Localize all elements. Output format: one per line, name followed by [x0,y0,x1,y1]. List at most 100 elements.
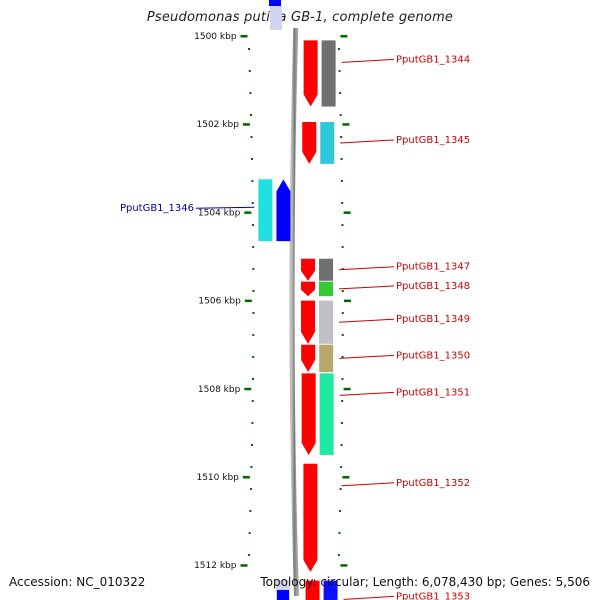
guide-dot [252,356,255,358]
accession-text: Accession: NC_010322 [9,575,146,589]
gene-pputgb1_1346[interactable] [258,179,291,242]
kbp-tick-label: 1502 kbp [197,120,240,130]
gene-leader-line [339,266,395,271]
gene-label[interactable]: PputGB1_1352 [396,478,470,489]
guide-dot [339,488,342,490]
gene-pputgb1_1345[interactable] [302,121,335,164]
kbp-tick-label: 1504 kbp [198,208,241,218]
guide-dot [251,400,254,402]
guide-dot [250,136,253,138]
cog-category-block[interactable] [323,580,338,600]
guide-dot [249,92,252,94]
guide-dot [252,312,255,314]
gene-leader-line [338,318,395,323]
gene-arrow[interactable] [302,121,317,164]
kbp-tick-right [340,564,348,567]
guide-dot [248,70,251,72]
guide-dot [339,510,342,512]
gene-arrow[interactable] [303,463,318,572]
guide-dot [248,48,251,50]
guide-dot [251,158,254,160]
offscreen-gene-bottom [277,590,289,600]
kbp-tick-label: 1508 kbp [198,385,241,395]
kbp-tick-label: 1512 kbp [194,561,237,571]
gene-pputgb1_1353[interactable] [305,580,338,600]
guide-dot [247,554,250,556]
gene-arrow[interactable] [303,40,318,107]
gene-leader-line [338,285,395,290]
cog-category-block[interactable] [319,344,334,373]
gene-leader-line [341,482,395,487]
guide-dot [340,158,343,160]
guide-dot [340,136,343,138]
guide-dot [252,290,255,292]
gene-pputgb1_1348[interactable] [301,281,334,297]
guide-dot [251,422,254,424]
cog-category-block[interactable] [319,281,334,297]
guide-dot [341,312,344,314]
gene-label[interactable]: PputGB1_1353 [396,591,470,600]
gene-arrow[interactable] [301,344,316,373]
gene-leader-line [339,391,395,396]
gene-arrow[interactable] [276,179,291,242]
offscreen-gene-top-shade [270,6,282,30]
gene-leader-line [339,354,395,359]
gene-label[interactable]: PputGB1_1345 [396,135,470,146]
gene-label[interactable]: PputGB1_1349 [396,314,470,325]
kbp-tick-right [343,299,351,303]
gene-pputgb1_1352[interactable] [303,463,318,572]
gene-tracks [258,40,338,600]
gene-label[interactable]: PputGB1_1346 [120,203,194,214]
genome-summary-text: Topology: circular; Length: 6,078,430 bp… [260,575,590,589]
guide-dot [337,48,340,50]
gene-label[interactable]: PputGB1_1347 [396,262,470,273]
kbp-tick [240,564,248,567]
gene-pputgb1_1347[interactable] [301,258,334,281]
dotted-guides [247,48,344,556]
gene-label[interactable]: PputGB1_1344 [396,54,470,65]
guide-dot [341,334,344,336]
guide-dot [252,334,255,336]
map-title: Pseudomonas putida GB-1, complete genome [146,10,454,25]
guide-dot [338,532,341,534]
guide-dot [341,356,344,358]
cog-category-block[interactable] [320,121,335,164]
gene-arrow[interactable] [301,300,316,344]
gene-pputgb1_1351[interactable] [301,373,334,455]
kbp-tick [244,299,252,303]
backbone-band [289,27,299,597]
gene-arrow[interactable] [305,580,320,600]
guide-dot [339,92,342,94]
guide-dot [341,202,344,204]
gene-arrow[interactable] [301,258,316,281]
gene-arrow[interactable] [301,373,316,455]
gene-pputgb1_1350[interactable] [301,344,334,373]
kbp-tick-right [340,35,348,38]
cog-category-block[interactable] [319,373,334,455]
kbp-tick-right [343,211,351,214]
guide-dot [252,268,255,270]
gene-label[interactable]: PputGB1_1351 [396,387,470,398]
guide-dot [341,290,344,292]
cog-category-block[interactable] [321,40,336,107]
gene-leader-line [195,206,255,209]
guide-dot [252,246,255,248]
guide-dot [251,378,254,380]
guide-dot [340,422,343,424]
guide-dot [339,114,342,116]
cog-category-block[interactable] [258,179,273,242]
gene-arrow[interactable] [301,281,316,297]
kbp-tick [240,35,248,38]
gene-pputgb1_1344[interactable] [303,40,336,107]
gene-label[interactable]: PputGB1_1350 [396,350,470,361]
cog-category-block[interactable] [319,258,334,281]
gene-label[interactable]: PputGB1_1348 [396,281,470,292]
guide-dot [340,180,343,182]
kbp-tick-right [342,476,350,479]
guide-dot [341,400,344,402]
offscreen-gene-top [269,0,281,6]
gene-leader-line [341,58,395,63]
gene-pputgb1_1349[interactable] [301,300,334,344]
cog-category-block[interactable] [319,300,334,344]
